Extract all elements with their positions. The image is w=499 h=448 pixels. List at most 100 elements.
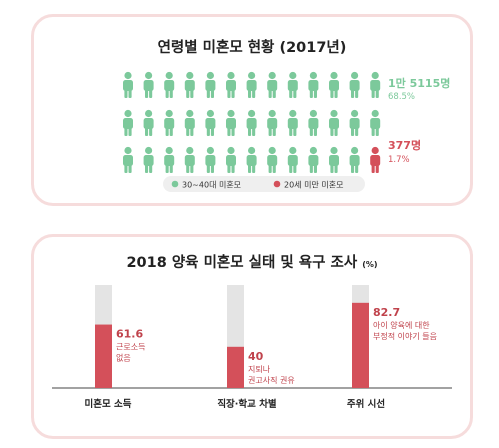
legend-marker xyxy=(273,180,281,188)
person-head xyxy=(227,146,235,155)
person-icon xyxy=(287,109,298,136)
person-icon xyxy=(164,146,175,173)
person-icon xyxy=(164,71,175,98)
person-head xyxy=(145,71,153,80)
person-leg-right xyxy=(375,163,379,173)
person-icon xyxy=(143,71,154,98)
person-leg-right xyxy=(231,163,235,173)
person-leg-left xyxy=(268,126,272,136)
person-leg-right xyxy=(190,88,194,98)
person-head xyxy=(330,71,338,80)
person-leg-left xyxy=(206,126,210,136)
person-icon xyxy=(123,146,133,173)
person-icon xyxy=(205,109,216,136)
person-icon xyxy=(370,71,381,98)
stat-minor-count: 377명 xyxy=(388,138,421,152)
person-leg-left xyxy=(145,163,149,173)
person-head xyxy=(165,109,173,118)
person-head xyxy=(309,146,317,155)
person-icon xyxy=(349,146,360,173)
category-label: 미혼모 소득 xyxy=(84,398,131,410)
person-icon xyxy=(349,71,360,98)
person-head xyxy=(227,71,235,80)
person-leg-left xyxy=(351,88,355,98)
person-leg-left xyxy=(124,126,128,136)
person-leg-right xyxy=(334,163,338,173)
value-label: 40 xyxy=(248,350,264,363)
person-icon xyxy=(267,109,278,136)
person-leg-left xyxy=(124,88,128,98)
person-leg-left xyxy=(186,163,190,173)
person-head xyxy=(289,146,297,155)
person-head xyxy=(330,146,338,155)
person-head xyxy=(268,146,276,155)
person-leg-left xyxy=(268,88,272,98)
person-leg-right xyxy=(355,88,359,98)
person-head xyxy=(351,71,359,80)
person-head xyxy=(124,109,132,118)
person-head xyxy=(145,109,153,118)
person-leg-left xyxy=(351,163,355,173)
person-leg-left xyxy=(124,163,128,173)
person-leg-left xyxy=(309,163,313,173)
person-head xyxy=(330,109,338,118)
person-leg-right xyxy=(210,88,214,98)
person-head xyxy=(248,71,256,80)
person-leg-left xyxy=(371,88,375,98)
person-icon xyxy=(287,71,298,98)
person-leg-right xyxy=(293,126,297,136)
person-icon xyxy=(123,109,133,136)
category-label: 주위 시선 xyxy=(347,398,385,410)
person-icon xyxy=(205,146,216,173)
person-head xyxy=(289,71,297,80)
person-leg-right xyxy=(252,88,256,98)
person-icon xyxy=(287,146,298,173)
person-leg-right xyxy=(272,163,276,173)
bar xyxy=(352,302,369,388)
person-head xyxy=(268,71,276,80)
person-icon xyxy=(246,146,257,173)
person-leg-left xyxy=(309,126,313,136)
person-leg-left xyxy=(145,126,149,136)
person-icon xyxy=(143,109,154,136)
bar-chart-title-text: 2018 양육 미혼모 실태 및 욕구 조사 xyxy=(126,255,358,271)
person-leg-left xyxy=(248,126,252,136)
person-icon xyxy=(143,146,154,173)
person-leg-right xyxy=(149,163,153,173)
age-status-panel: 연령별 미혼모 현황 (2017년) xyxy=(31,14,473,206)
person-head xyxy=(351,109,359,118)
person-icon xyxy=(329,71,339,98)
person-head xyxy=(206,71,214,80)
person-leg-left xyxy=(330,126,334,136)
person-leg-right xyxy=(149,126,153,136)
person-head xyxy=(248,109,256,118)
person-leg-right xyxy=(210,163,214,173)
bar-description: 근로소득 xyxy=(116,343,145,352)
person-leg-right xyxy=(210,126,214,136)
person-leg-right xyxy=(169,88,173,98)
pictograph-title: 연령별 미혼모 현황 (2017년) xyxy=(157,40,347,56)
person-leg-left xyxy=(206,163,210,173)
bar xyxy=(95,324,112,388)
person-leg-right xyxy=(190,126,194,136)
person-head xyxy=(309,71,317,80)
person-leg-right xyxy=(169,126,173,136)
person-leg-right xyxy=(293,88,297,98)
person-icon xyxy=(226,146,236,173)
person-leg-right xyxy=(355,126,359,136)
person-head xyxy=(351,146,359,155)
person-icon xyxy=(184,109,195,136)
person-head xyxy=(165,71,173,80)
person-icon xyxy=(308,71,319,98)
person-leg-left xyxy=(371,163,375,173)
person-icon xyxy=(226,109,236,136)
person-head xyxy=(124,146,132,155)
person-leg-left xyxy=(309,88,313,98)
person-leg-right xyxy=(313,88,317,98)
person-leg-left xyxy=(186,126,190,136)
person-icon xyxy=(329,109,339,136)
person-leg-left xyxy=(268,163,272,173)
value-label: 61.6 xyxy=(116,328,143,341)
person-leg-right xyxy=(293,163,297,173)
